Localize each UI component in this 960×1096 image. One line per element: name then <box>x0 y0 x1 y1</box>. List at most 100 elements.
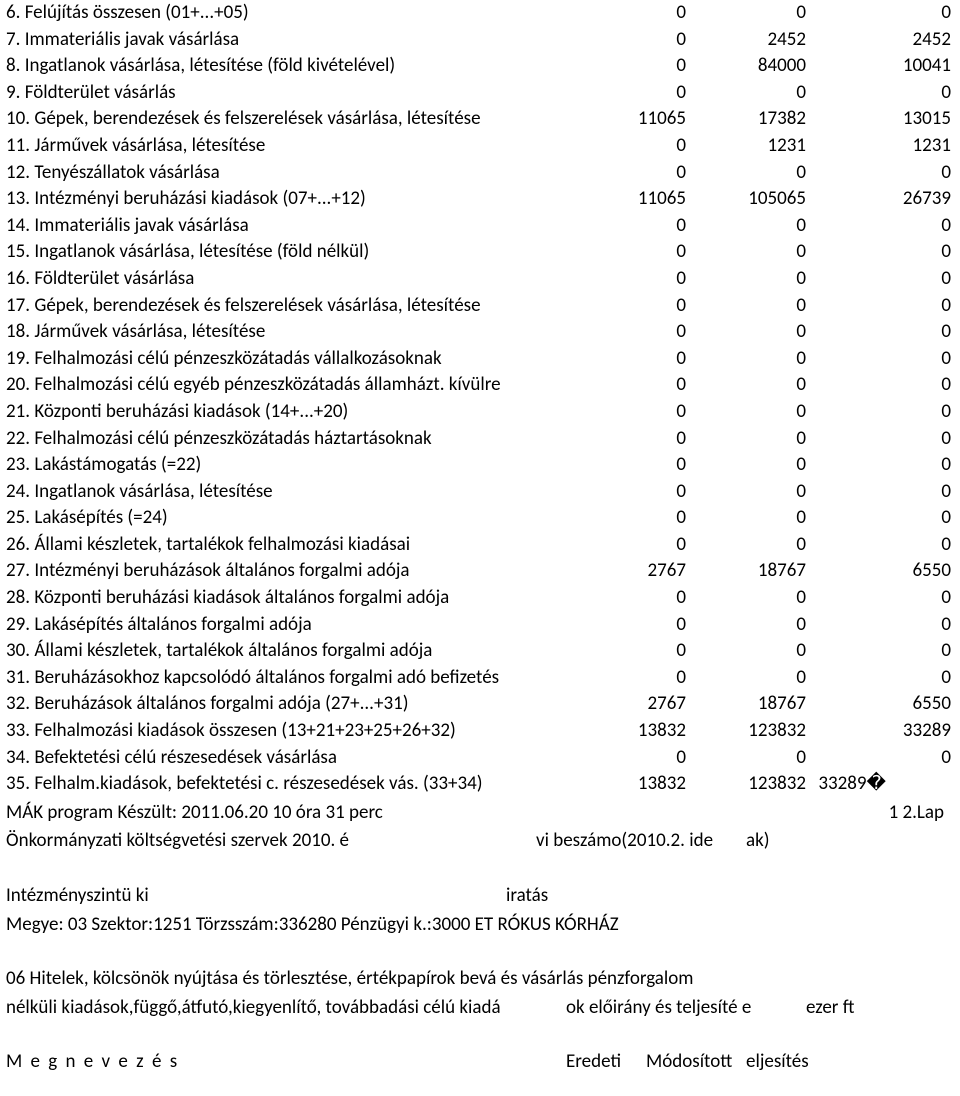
header-col1: Eredeti <box>566 1049 646 1076</box>
row-col3: 0 <box>806 452 951 479</box>
table-row: 33. Felhalmozási kiadások összesen (13+2… <box>6 718 954 745</box>
row-col2: 0 <box>686 399 806 426</box>
row-col1: 0 <box>566 532 686 559</box>
row-col2: 105065 <box>686 186 806 213</box>
row-label: 12. Tenyészállatok vásárlása <box>6 160 566 187</box>
institution-right: iratás <box>506 883 548 910</box>
row-col1: 0 <box>566 27 686 54</box>
row-col1: 13832 <box>566 718 686 745</box>
header-col2: Módosított <box>646 1049 746 1076</box>
row-label: 28. Központi beruházási kiadások általán… <box>6 585 566 612</box>
row-col3: 0 <box>806 745 951 772</box>
row-col2: 0 <box>686 638 806 665</box>
row-col2: 123832 <box>686 771 806 798</box>
row-col3: 6550 <box>806 558 951 585</box>
table-row: 10. Gépek, berendezések és felszerelések… <box>6 106 954 133</box>
row-col3: 6550 <box>806 691 951 718</box>
document-page: 6. Felújítás összesen (01+...+05)0007. I… <box>0 0 960 1096</box>
row-label: 9. Földterület vásárlás <box>6 80 566 107</box>
table-row: 16. Földterület vásárlása000 <box>6 266 954 293</box>
table-row: 27. Intézményi beruházások általános for… <box>6 558 954 585</box>
data-table: 6. Felújítás összesen (01+...+05)0007. I… <box>6 0 954 798</box>
row-label: 34. Befektetési célú részesedések vásárl… <box>6 745 566 772</box>
row-col2: 0 <box>686 426 806 453</box>
program-info-line: MÁK program Készült: 2011.06.20 10 óra 3… <box>6 800 954 827</box>
row-col2: 17382 <box>686 106 806 133</box>
table-row: 30. Állami készletek, tartalékok általán… <box>6 638 954 665</box>
row-col1: 2767 <box>566 558 686 585</box>
row-col2: 0 <box>686 532 806 559</box>
row-label: 35. Felhalm.kiadások, befektetési c. rés… <box>6 771 566 798</box>
row-col3: 0 <box>806 638 951 665</box>
row-col1: 0 <box>566 80 686 107</box>
row-col3: 0 <box>806 346 951 373</box>
table-row: 9. Földterület vásárlás000 <box>6 80 954 107</box>
table-row: 26. Állami készletek, tartalékok felhalm… <box>6 532 954 559</box>
row-col1: 0 <box>566 319 686 346</box>
row-col1: 0 <box>566 160 686 187</box>
table-row: 17. Gépek, berendezések és felszerelések… <box>6 293 954 320</box>
row-col1: 0 <box>566 53 686 80</box>
row-col1: 0 <box>566 239 686 266</box>
row-col2: 0 <box>686 585 806 612</box>
row-label: 8. Ingatlanok vásárlása, létesítése (föl… <box>6 53 566 80</box>
row-col1: 0 <box>566 266 686 293</box>
row-col1: 0 <box>566 505 686 532</box>
row-col1: 0 <box>566 745 686 772</box>
county-line: Megye: 03 Szektor:1251 Törzsszám:336280 … <box>6 912 954 939</box>
row-col3: 0 <box>806 665 951 692</box>
table-row: 25. Lakásépítés (=24)000 <box>6 505 954 532</box>
row-col3: 0 <box>806 239 951 266</box>
blank-spacer <box>6 855 954 881</box>
column-headers: M e g n e v e z é s Eredeti Módosított e… <box>6 1049 954 1076</box>
row-col2: 0 <box>686 346 806 373</box>
row-col1: 0 <box>566 665 686 692</box>
table-row: 32. Beruházások általános forgalmi adója… <box>6 691 954 718</box>
section-06-l2-left: nélküli kiadások,függő,átfutó,kiegyenlít… <box>6 995 566 1022</box>
program-info-left: MÁK program Készült: 2011.06.20 10 óra 3… <box>6 801 383 824</box>
institution-line: Intézményszintü ki iratás <box>6 883 954 910</box>
row-col3: 0 <box>806 0 951 27</box>
row-label: 16. Földterület vásárlása <box>6 266 566 293</box>
row-label: 29. Lakásépítés általános forgalmi adója <box>6 612 566 639</box>
institution-left: Intézményszintü ki <box>6 883 506 910</box>
row-label: 23. Lakástámogatás (=22) <box>6 452 566 479</box>
blank-spacer-2 <box>6 938 954 964</box>
row-col1: 0 <box>566 293 686 320</box>
page-number: 1 2.Lap <box>889 800 944 827</box>
row-label: 21. Központi beruházási kiadások (14+...… <box>6 399 566 426</box>
row-col3: 0 <box>806 399 951 426</box>
table-row: 13. Intézményi beruházási kiadások (07+.… <box>6 186 954 213</box>
row-col2: 0 <box>686 479 806 506</box>
row-col2: 84000 <box>686 53 806 80</box>
row-col2: 18767 <box>686 558 806 585</box>
row-label: 15. Ingatlanok vásárlása, létesítése (fö… <box>6 239 566 266</box>
row-col3: 0 <box>806 612 951 639</box>
row-col2: 0 <box>686 266 806 293</box>
table-row: 23. Lakástámogatás (=22)000 <box>6 452 954 479</box>
row-col3: 0 <box>806 426 951 453</box>
row-col3: 10041 <box>806 53 951 80</box>
row-col1: 0 <box>566 479 686 506</box>
table-row: 20. Felhalmozási célú egyéb pénzeszközát… <box>6 372 954 399</box>
row-col2: 0 <box>686 372 806 399</box>
section-06-line2: nélküli kiadások,függő,átfutó,kiegyenlít… <box>6 995 954 1022</box>
table-row: 7. Immateriális javak vásárlása024522452 <box>6 27 954 54</box>
section-06-l2-mid: ok előirány és teljesíté e <box>566 995 806 1022</box>
row-label: 26. Állami készletek, tartalékok felhalm… <box>6 532 566 559</box>
row-col2: 123832 <box>686 718 806 745</box>
row-label: 30. Állami készletek, tartalékok általán… <box>6 638 566 665</box>
county-text: Megye: 03 Szektor:1251 Törzsszám:336280 … <box>6 913 619 936</box>
row-col1: 2767 <box>566 691 686 718</box>
row-col2: 2452 <box>686 27 806 54</box>
row-col2: 1231 <box>686 133 806 160</box>
table-row: 19. Felhalmozási célú pénzeszközátadás v… <box>6 346 954 373</box>
header-label: M e g n e v e z é s <box>6 1049 566 1076</box>
row-col2: 0 <box>686 239 806 266</box>
row-col1: 0 <box>566 452 686 479</box>
row-col3: 0 <box>806 213 951 240</box>
row-col2: 0 <box>686 452 806 479</box>
row-col2: 0 <box>686 293 806 320</box>
row-col1: 0 <box>566 612 686 639</box>
section-06-l2-right: ezer ft <box>806 995 854 1022</box>
